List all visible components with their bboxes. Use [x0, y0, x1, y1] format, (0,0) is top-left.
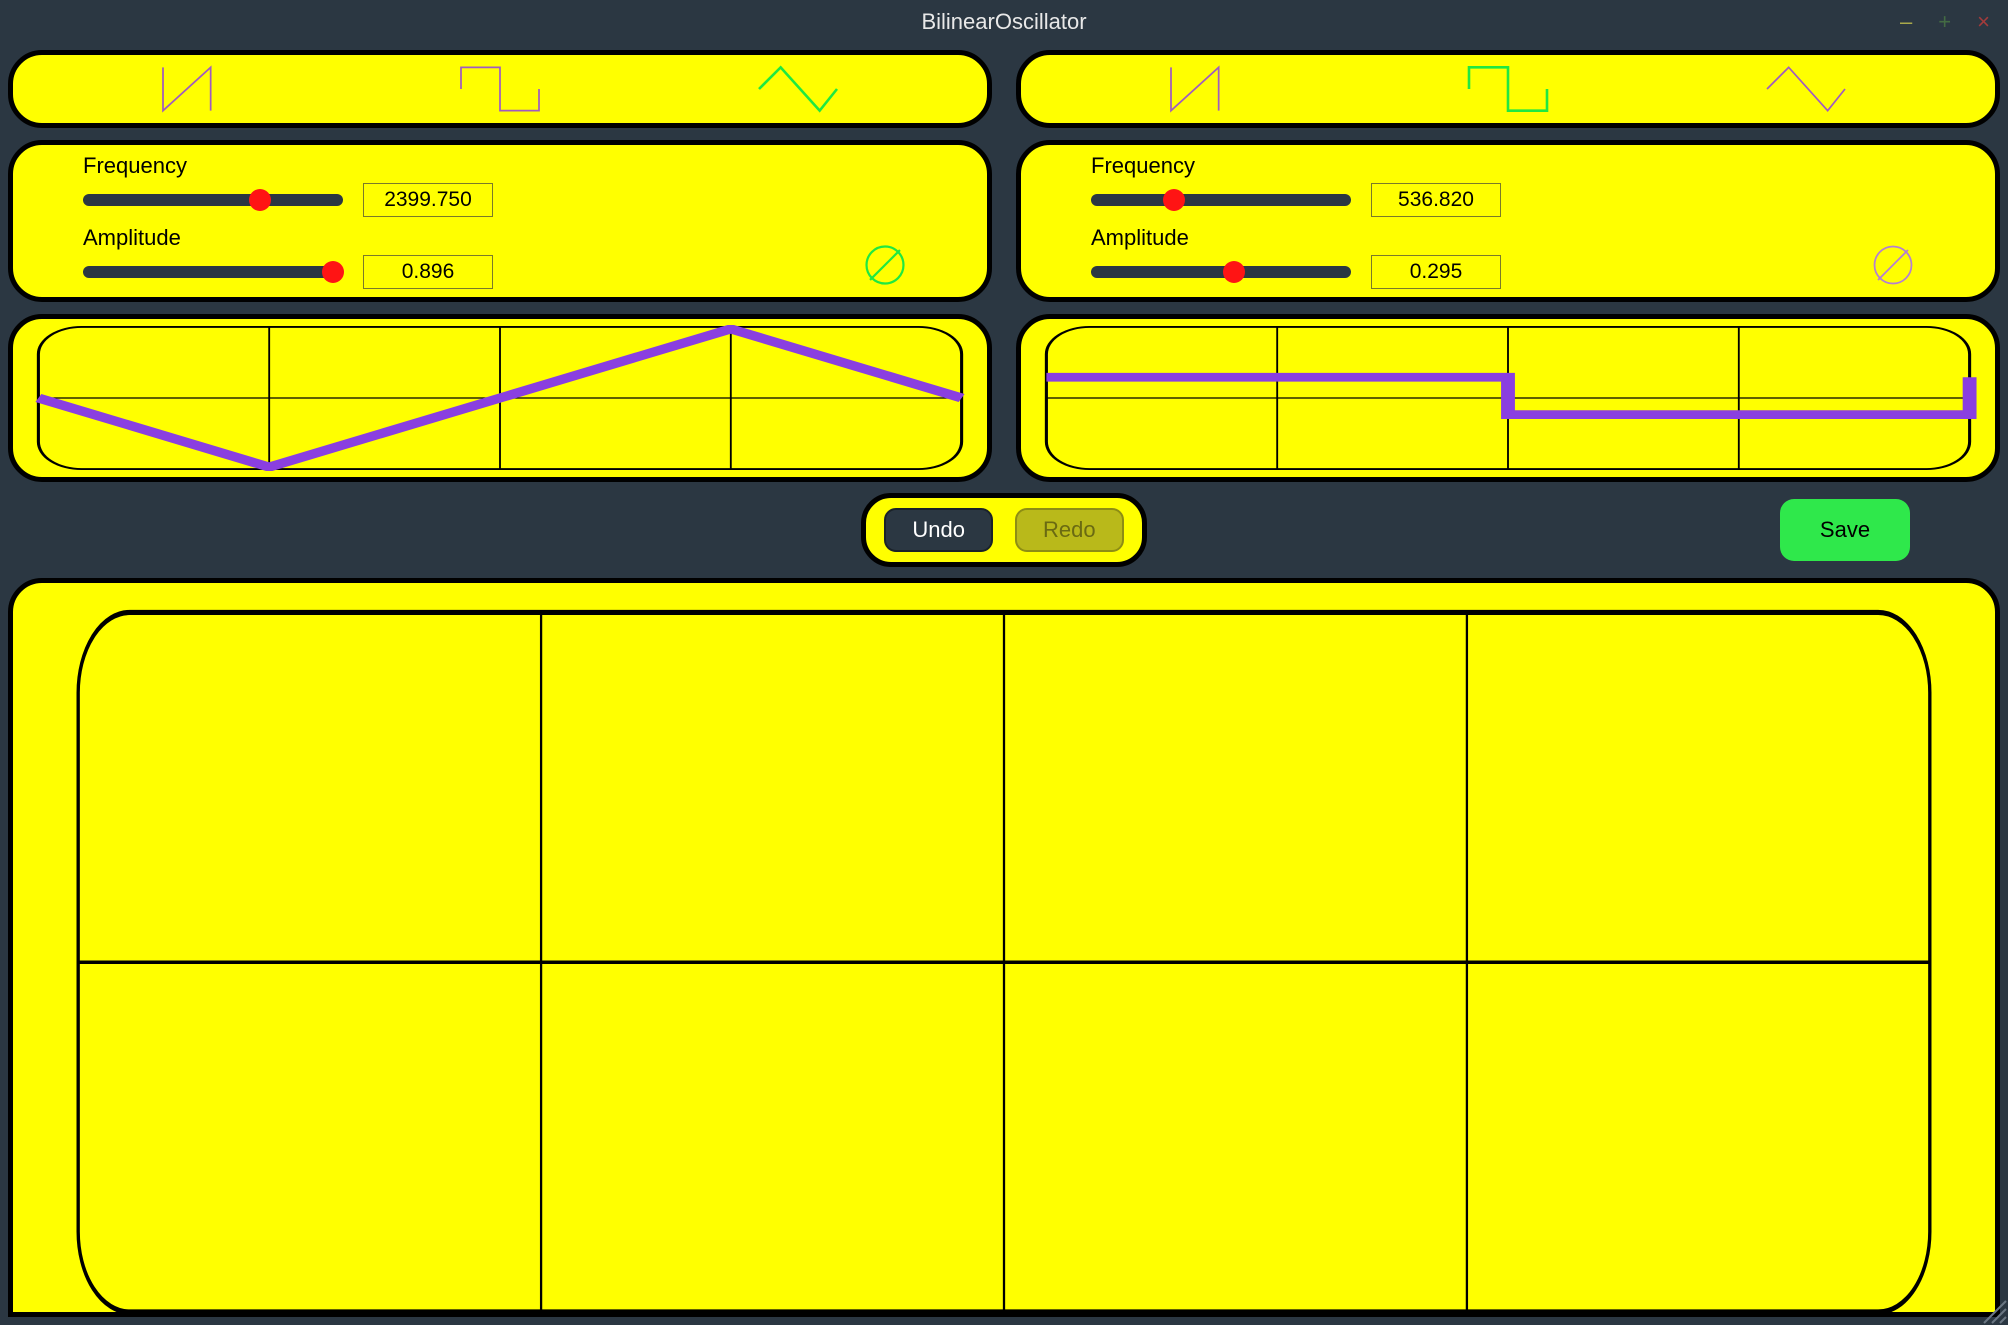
- osc1-waveform: [8, 314, 992, 482]
- maximize-icon[interactable]: +: [1938, 9, 1951, 35]
- window-controls: – + ×: [1900, 0, 1990, 44]
- titlebar: BilinearOscillator – + ×: [0, 0, 2008, 44]
- window-title: BilinearOscillator: [921, 9, 1086, 35]
- undo-redo-panel: Undo Redo: [861, 493, 1146, 567]
- osc2-controls: Frequency 536.820 Amplitude 0.295: [1016, 140, 2000, 302]
- wave-select-row: [8, 50, 2000, 128]
- slider-thumb[interactable]: [1163, 189, 1185, 211]
- osc1-frequency-value[interactable]: 2399.750: [363, 183, 493, 217]
- resize-grip-icon[interactable]: [1978, 1295, 2008, 1325]
- phase-invert-icon[interactable]: [1871, 243, 1915, 287]
- osc1-amplitude-slider[interactable]: [83, 266, 343, 278]
- osc2-waveform-svg: [1031, 325, 1985, 471]
- square-icon[interactable]: [455, 63, 545, 115]
- save-button[interactable]: Save: [1780, 499, 1910, 561]
- output-svg: [63, 603, 1945, 1312]
- undo-button[interactable]: Undo: [884, 508, 993, 552]
- sawtooth-icon[interactable]: [157, 63, 247, 115]
- actions-row: Undo Redo Save: [8, 494, 2000, 566]
- osc1-waveform-svg: [23, 325, 977, 471]
- slider-thumb[interactable]: [249, 189, 271, 211]
- osc2-frequency-value[interactable]: 536.820: [1371, 183, 1501, 217]
- output-panel: [8, 578, 2000, 1317]
- close-icon[interactable]: ×: [1977, 9, 1990, 35]
- frequency-label: Frequency: [83, 153, 927, 179]
- osc2-frequency-slider[interactable]: [1091, 194, 1351, 206]
- osc1-controls: Frequency 2399.750 Amplitude 0.89: [8, 140, 992, 302]
- triangle-icon[interactable]: [1761, 63, 1851, 115]
- osc1-wave-select: [8, 50, 992, 128]
- osc2-frequency: Frequency 536.820: [1091, 153, 1935, 217]
- controls-row: Frequency 2399.750 Amplitude 0.89: [8, 140, 2000, 302]
- redo-button[interactable]: Redo: [1015, 508, 1124, 552]
- osc2-amplitude-slider[interactable]: [1091, 266, 1351, 278]
- osc2-wave-select: [1016, 50, 2000, 128]
- minimize-icon[interactable]: –: [1900, 9, 1912, 35]
- osc2-waveform: [1016, 314, 2000, 482]
- osc1-frequency: Frequency 2399.750: [83, 153, 927, 217]
- app-window: BilinearOscillator – + × Frequ: [0, 0, 2008, 1325]
- osc1-amplitude: Amplitude 0.896: [83, 225, 927, 289]
- triangle-icon[interactable]: [753, 63, 843, 115]
- osc2-amplitude-value[interactable]: 0.295: [1371, 255, 1501, 289]
- amplitude-label: Amplitude: [83, 225, 927, 251]
- slider-thumb[interactable]: [1223, 261, 1245, 283]
- osc1-frequency-slider[interactable]: [83, 194, 343, 206]
- square-icon[interactable]: [1463, 63, 1553, 115]
- frequency-label: Frequency: [1091, 153, 1935, 179]
- amplitude-label: Amplitude: [1091, 225, 1935, 251]
- slider-thumb[interactable]: [322, 261, 344, 283]
- content: Frequency 2399.750 Amplitude 0.89: [0, 44, 2008, 1325]
- osc1-amplitude-value[interactable]: 0.896: [363, 255, 493, 289]
- waveform-row: [8, 314, 2000, 482]
- phase-invert-icon[interactable]: [863, 243, 907, 287]
- sawtooth-icon[interactable]: [1165, 63, 1255, 115]
- osc2-amplitude: Amplitude 0.295: [1091, 225, 1935, 289]
